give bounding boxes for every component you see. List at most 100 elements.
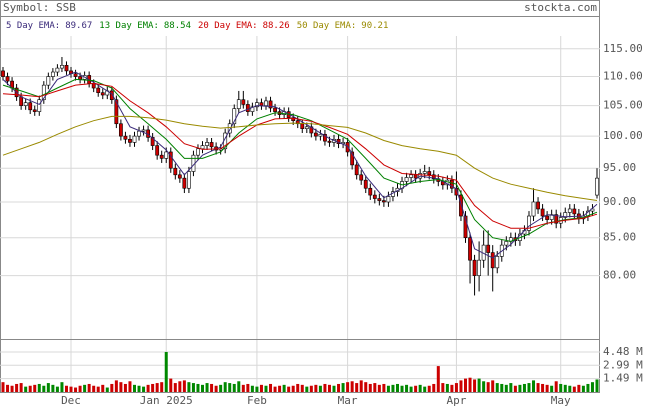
- volume-bar: [205, 383, 209, 392]
- candle-body: [300, 123, 305, 129]
- candle-body: [245, 104, 250, 112]
- volume-bar: [436, 366, 440, 392]
- candle-body: [264, 100, 268, 106]
- candle-body: [100, 92, 105, 96]
- candle-body: [486, 244, 491, 253]
- volume-bar: [191, 383, 195, 392]
- candle-body: [64, 64, 69, 72]
- volume-bar: [318, 385, 322, 392]
- candle-body: [137, 130, 141, 137]
- volume-bar: [182, 380, 186, 392]
- volume-bar: [214, 385, 218, 392]
- candle-body: [177, 174, 182, 179]
- volume-bar: [219, 384, 223, 392]
- candle-body: [318, 133, 323, 137]
- ema-line: [2, 82, 598, 229]
- candle-body: [168, 151, 173, 169]
- candle-body: [250, 106, 255, 112]
- ema-line: [2, 71, 598, 259]
- frame: [0, 0, 600, 393]
- volume-bar: [142, 386, 146, 392]
- candle-body: [128, 138, 132, 143]
- candle-body: [463, 215, 468, 239]
- volume-bar: [391, 384, 395, 392]
- candle-body: [159, 154, 164, 159]
- legend-entry: 50 Day EMA: 90.21: [297, 21, 389, 31]
- candle-body: [132, 135, 137, 143]
- volume-bar: [51, 384, 55, 392]
- volume-bar: [201, 384, 205, 392]
- legend-entry: 20 Day EMA: 88.26: [198, 21, 290, 31]
- volume-bar: [10, 385, 14, 392]
- x-tick-label: Mar: [338, 394, 358, 406]
- candle-body: [200, 145, 205, 150]
- candle-body: [23, 102, 28, 106]
- x-tick-label: May: [551, 394, 571, 406]
- candle-body: [323, 133, 327, 142]
- volume-bar: [477, 378, 481, 392]
- volume-bar: [495, 383, 499, 392]
- candle-body: [495, 256, 500, 269]
- volume-bar: [83, 384, 87, 392]
- y-tick-label: 80.00: [603, 269, 636, 282]
- legend-value: 88.26: [263, 21, 290, 31]
- candle-body: [309, 126, 314, 134]
- volume-tick-label: 1.49 M: [603, 372, 643, 385]
- candle-body: [350, 151, 355, 166]
- volume-bar: [160, 382, 164, 392]
- volume-bar: [123, 383, 127, 392]
- volume-bar: [128, 381, 132, 392]
- volume-bar: [409, 386, 413, 392]
- candle-body: [345, 142, 350, 153]
- candle-body: [341, 142, 345, 144]
- candle-body: [368, 187, 373, 196]
- x-tick-label: Dec: [61, 394, 81, 406]
- volume-bar: [255, 386, 259, 392]
- volume-bar: [296, 383, 300, 392]
- volume-bar: [187, 382, 191, 392]
- candle-body: [490, 252, 495, 269]
- y-tick-label: 90.00: [603, 195, 636, 208]
- volume-bar: [577, 384, 581, 392]
- candle-body: [164, 151, 169, 159]
- volume-bar: [327, 384, 331, 392]
- volume-bar: [6, 384, 10, 392]
- candle-body: [413, 174, 418, 179]
- candle-body: [32, 109, 37, 112]
- volume-bar: [464, 378, 468, 392]
- volume-bar: [350, 381, 354, 392]
- volume-bar: [269, 383, 273, 392]
- candle-body: [567, 208, 572, 213]
- candle-body: [141, 129, 146, 132]
- x-tick-label: Apr: [446, 394, 466, 406]
- volume-bar: [450, 384, 454, 392]
- candle-body: [259, 102, 264, 106]
- volume-bar: [250, 385, 254, 392]
- volume-bar: [373, 383, 377, 392]
- volume-bar: [377, 384, 381, 392]
- volume-bar: [28, 385, 32, 392]
- candle-body: [531, 201, 536, 217]
- volume-bar: [536, 383, 540, 392]
- volume-bar: [42, 385, 46, 392]
- candle-body: [109, 90, 114, 101]
- volume-bar: [246, 383, 250, 392]
- volume-bar: [386, 385, 390, 392]
- candle-body: [236, 99, 241, 109]
- volume-bar: [78, 385, 82, 392]
- candle-body: [91, 83, 96, 89]
- candle-body: [5, 76, 10, 82]
- candle-body: [386, 196, 391, 203]
- candle-body: [118, 123, 123, 137]
- volume-bar: [400, 385, 404, 392]
- volume-bar: [223, 382, 227, 392]
- candle-body: [155, 145, 160, 156]
- volume-bar: [355, 383, 359, 392]
- candle-body: [19, 96, 24, 106]
- volume-bar: [210, 383, 214, 392]
- volume-bar: [541, 383, 545, 392]
- volume-bar: [114, 380, 118, 392]
- volume-bar: [509, 383, 513, 392]
- candle-body: [73, 73, 78, 77]
